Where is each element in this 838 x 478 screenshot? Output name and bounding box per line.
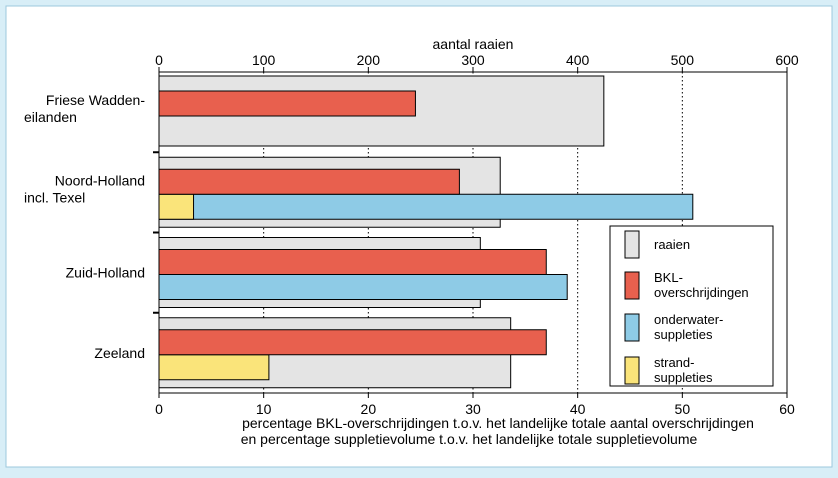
strand-suppleties-bar <box>158 193 195 220</box>
category-label: Zeeland <box>94 345 145 361</box>
top-axis-tick-label: 600 <box>775 52 799 68</box>
top-axis-tick-label: 400 <box>566 52 590 68</box>
bottom-axis-tick-label: 10 <box>256 401 272 417</box>
category-label: Friese Wadden- <box>46 92 145 108</box>
strand-suppleties-bar <box>158 354 270 381</box>
legend-label-onderwater: onderwater- <box>654 312 723 327</box>
bottom-axis-tick-label: 0 <box>155 401 163 417</box>
onderwater-suppleties-bar <box>158 193 694 220</box>
top-axis-title: aantal raaien <box>433 36 514 52</box>
bottom-axis-tick-label: 60 <box>779 401 795 417</box>
legend-label-strand: strand- <box>654 355 694 370</box>
legend-swatch-onderwater <box>624 313 640 342</box>
bottom-axis-tick-label: 20 <box>361 401 377 417</box>
category-label: Noord-Holland <box>55 172 145 188</box>
legend-label-bkl: BKL- <box>654 270 683 285</box>
category-label: incl. Texel <box>24 189 85 205</box>
legend-label-strand: suppleties <box>654 370 713 385</box>
bottom-axis-title-line1: percentage BKL-overschrijdingen t.o.v. h… <box>242 415 754 431</box>
bkl-overschrijdingen-bar <box>158 249 547 275</box>
bottom-axis-title-line2: en percentage suppletievolume t.o.v. het… <box>241 431 698 447</box>
legend-swatch-bkl <box>624 271 640 300</box>
top-axis-tick-label: 500 <box>671 52 695 68</box>
top-axis-tick-label: 0 <box>155 52 163 68</box>
legend: raaien BKL-overschrijdingen onderwater-sup… <box>609 225 774 387</box>
bottom-axis-tick-label: 40 <box>570 401 586 417</box>
legend-label-onderwater: suppleties <box>654 327 713 342</box>
legend-label-raaien: raaien <box>654 237 690 252</box>
top-axis-tick-label: 100 <box>252 52 276 68</box>
legend-swatch-strand <box>624 356 640 385</box>
category-label: Zuid-Holland <box>66 265 145 281</box>
top-axis-tick-label: 200 <box>357 52 381 68</box>
legend-swatch-raaien <box>624 230 640 259</box>
top-axis-tick-label: 300 <box>461 52 485 68</box>
onderwater-suppleties-bar <box>158 274 568 300</box>
legend-label-bkl: overschrijdingen <box>654 285 749 300</box>
category-label: eilanden <box>24 109 77 125</box>
bkl-overschrijdingen-bar <box>158 168 460 195</box>
bottom-axis-tick-label: 30 <box>465 401 481 417</box>
bkl-overschrijdingen-bar <box>158 329 547 356</box>
bottom-axis-tick-label: 50 <box>675 401 691 417</box>
bkl-overschrijdingen-bar <box>158 90 416 117</box>
